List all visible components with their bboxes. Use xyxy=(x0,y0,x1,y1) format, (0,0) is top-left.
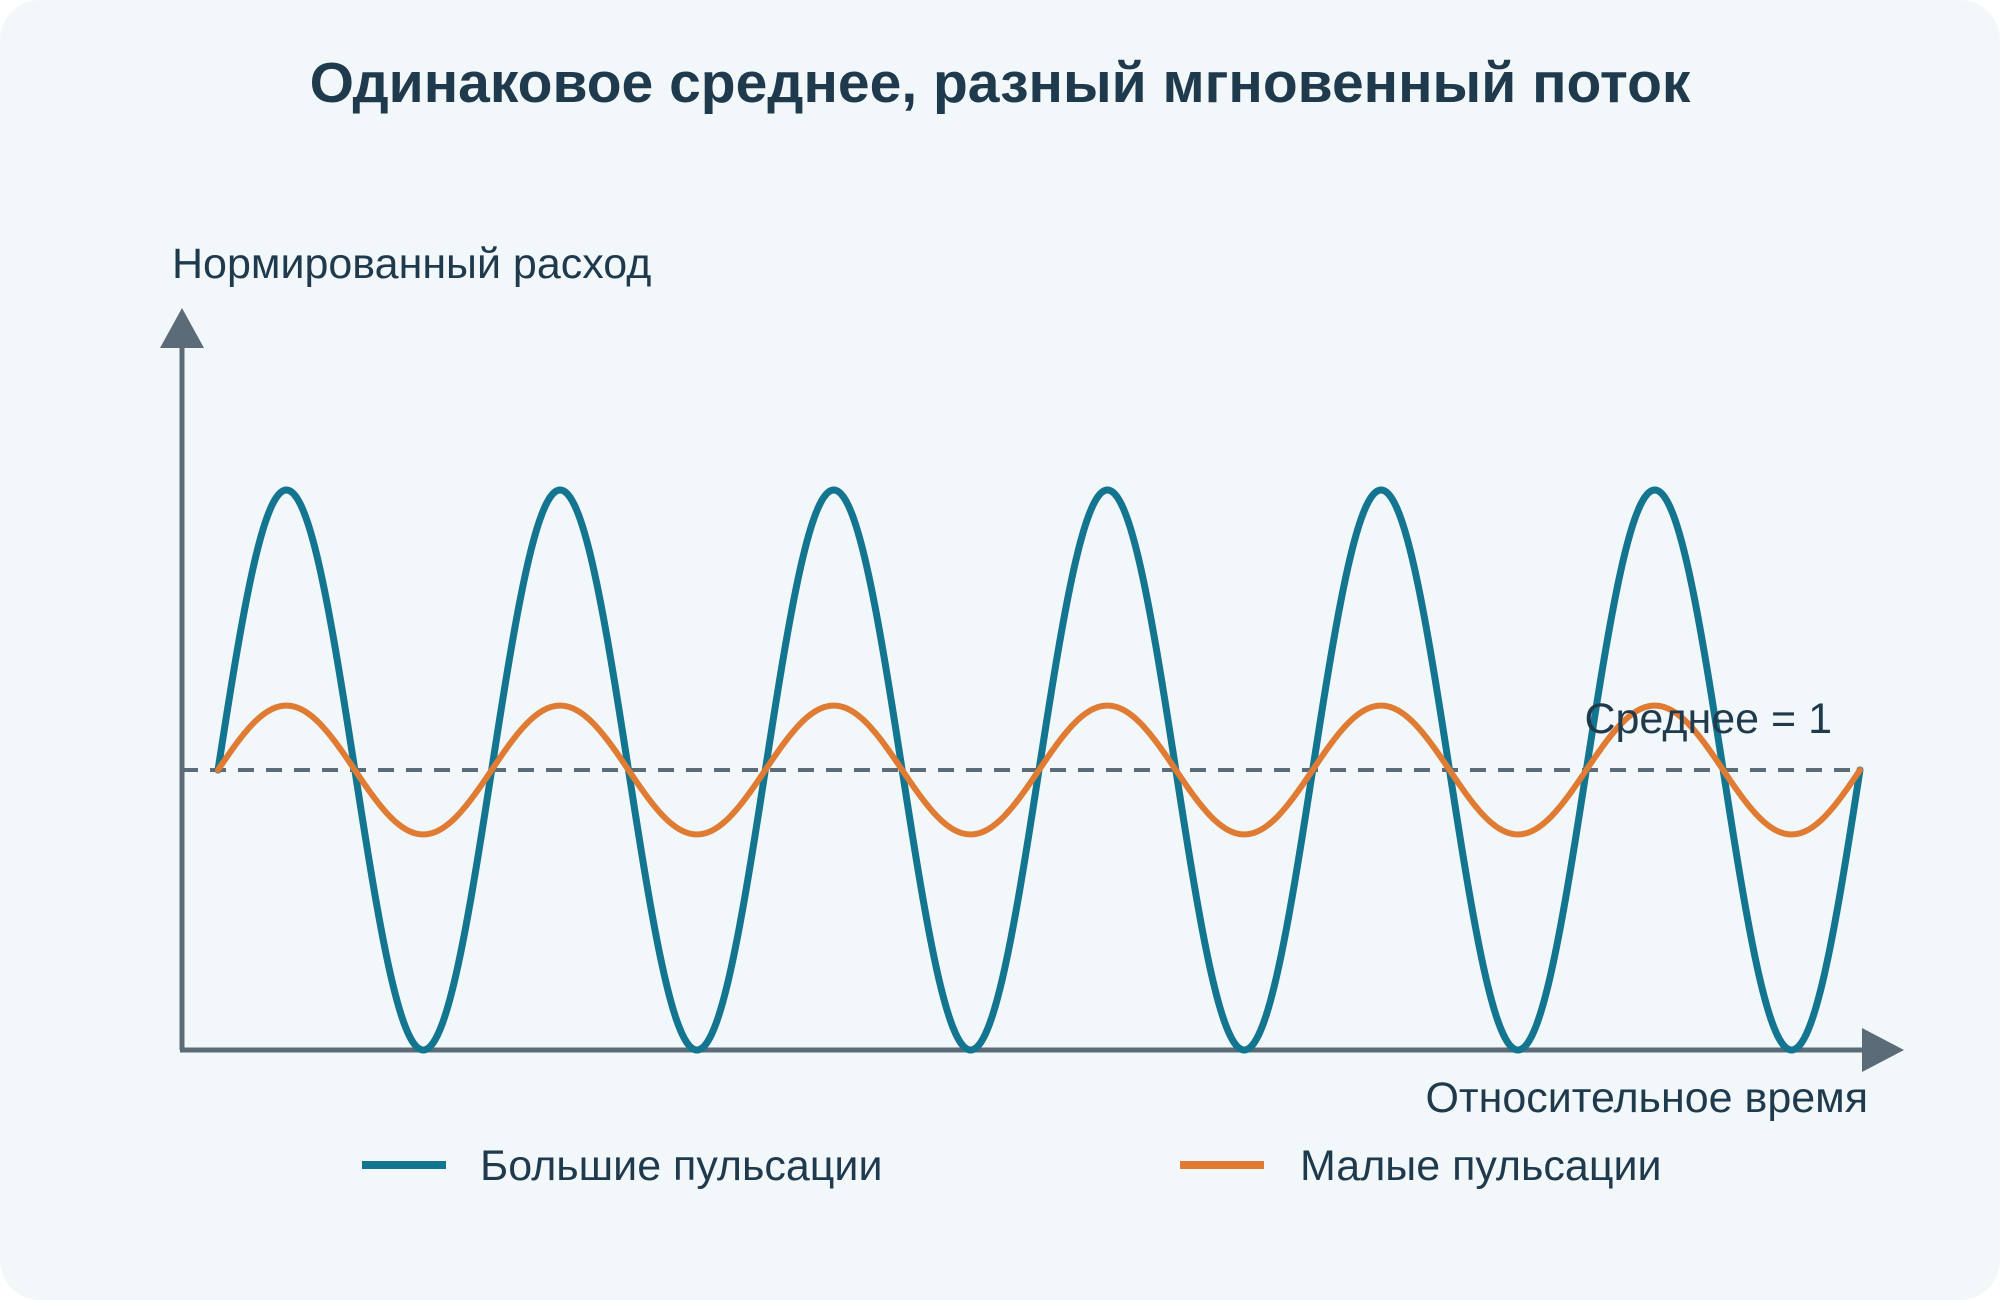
legend: Большие пульсации Малые пульсации xyxy=(362,1142,1662,1190)
y-axis-label: Нормированный расход xyxy=(172,240,651,288)
mean-annotation: Среднее = 1 xyxy=(1584,695,1832,743)
y-axis-arrow xyxy=(160,308,204,348)
legend-label-large-pulsations: Большие пульсации xyxy=(480,1142,882,1190)
series-line-small-pulsations xyxy=(215,702,1863,838)
x-axis-label: Относительное время xyxy=(1425,1074,1868,1122)
x-axis-arrow xyxy=(1862,1028,1904,1072)
chart-title: Одинаковое среднее, разный мгновенный по… xyxy=(310,51,1691,115)
legend-label-small-pulsations: Малые пульсации xyxy=(1300,1142,1662,1190)
